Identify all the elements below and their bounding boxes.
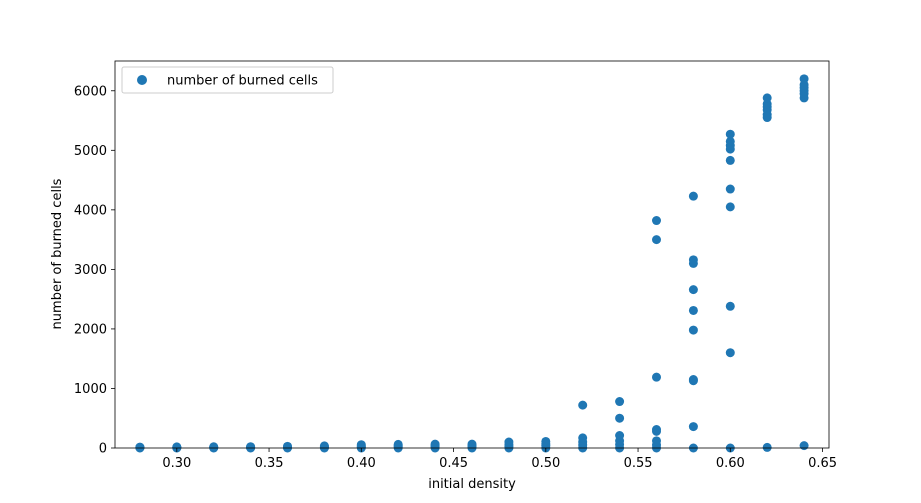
data-point [319, 441, 329, 451]
y-tick-label: 1000 [74, 382, 107, 397]
y-tick-label: 2000 [74, 322, 107, 337]
x-tick-label: 0.45 [439, 456, 468, 471]
data-point [615, 397, 625, 407]
data-point [430, 439, 440, 449]
data-point [652, 425, 661, 435]
x-axis-ticks: 0.30 0.35 0.40 0.45 0.50 0.55 0.60 0.65 [162, 448, 837, 471]
x-tick-label: 0.40 [347, 456, 376, 471]
x-tick-label: 0.30 [162, 456, 191, 471]
data-point [246, 442, 256, 452]
x-tick-label: 0.55 [624, 456, 653, 471]
y-axis-ticks: 0 1000 2000 3000 4000 5000 6000 [74, 84, 115, 457]
data-point [356, 440, 366, 450]
data-point [725, 129, 735, 139]
y-tick-label: 6000 [74, 84, 107, 99]
legend: number of burned cells [121, 66, 334, 94]
data-point [135, 442, 145, 452]
data-point [725, 184, 735, 194]
data-point [652, 216, 661, 226]
data-point [467, 439, 477, 449]
data-point [725, 202, 735, 212]
data-point [688, 305, 698, 315]
data-point [688, 255, 698, 265]
legend-marker [137, 75, 147, 85]
x-tick-label: 0.35 [255, 456, 284, 471]
plot-frame [114, 60, 830, 449]
data-point [725, 301, 735, 311]
data-point [172, 442, 182, 452]
legend-box [121, 66, 334, 94]
data-point [283, 441, 292, 451]
x-tick-label: 0.65 [808, 456, 837, 471]
data-point [615, 413, 625, 423]
y-tick-label: 5000 [74, 144, 107, 159]
data-point [799, 441, 809, 451]
data-point [615, 431, 625, 440]
data-point [652, 436, 661, 446]
data-point [725, 348, 735, 358]
data-point [688, 375, 698, 385]
data-point [762, 442, 772, 452]
data-point [799, 74, 809, 84]
x-axis-label: initial density [428, 477, 516, 492]
legend-label: number of burned cells [167, 74, 318, 89]
data-points [135, 74, 809, 453]
data-point [725, 136, 735, 146]
data-point [688, 422, 698, 432]
data-point [652, 235, 661, 245]
y-tick-label: 3000 [74, 263, 107, 278]
plot-area [115, 61, 829, 448]
x-tick-label: 0.50 [531, 456, 560, 471]
y-tick-label: 4000 [74, 203, 107, 218]
data-point [504, 437, 514, 447]
data-point [578, 400, 588, 410]
data-point [209, 442, 219, 452]
y-axis-label: number of burned cells [50, 178, 65, 329]
data-point [393, 439, 403, 449]
data-point [541, 436, 551, 446]
x-tick-label: 0.60 [716, 456, 745, 471]
data-point [725, 155, 735, 165]
y-tick-label: 0 [99, 442, 107, 457]
data-point [762, 93, 772, 103]
data-point [652, 372, 661, 382]
data-point [578, 433, 588, 443]
data-point [688, 191, 698, 201]
data-point [688, 285, 698, 295]
data-point [688, 325, 698, 335]
